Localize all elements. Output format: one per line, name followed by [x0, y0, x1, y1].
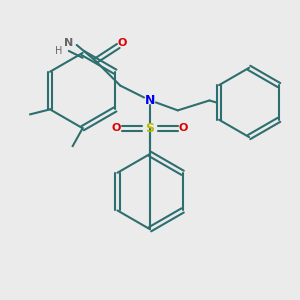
Text: O: O	[118, 38, 127, 48]
Text: S: S	[146, 122, 154, 135]
Text: O: O	[179, 123, 188, 133]
Text: N: N	[64, 38, 74, 48]
Text: O: O	[112, 123, 121, 133]
Text: H: H	[55, 46, 62, 56]
Text: N: N	[145, 94, 155, 107]
